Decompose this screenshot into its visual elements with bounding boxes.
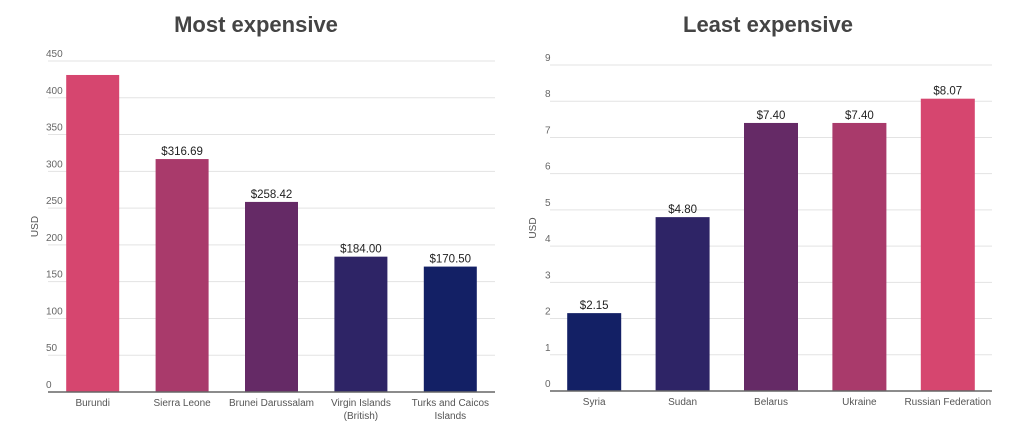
x-tick-label: Islands	[434, 411, 466, 422]
data-label: $258.42	[251, 189, 293, 201]
x-tick-label: Syria	[583, 397, 606, 408]
y-tick-label: 3	[545, 270, 551, 281]
bar	[334, 256, 388, 392]
x-tick-label: Brunei Darussalam	[229, 398, 314, 409]
x-tick-label: Turks and Caicos	[412, 398, 489, 409]
y-tick-label: 2	[545, 307, 551, 318]
data-label: $7.40	[757, 110, 786, 122]
y-tick-label: 50	[46, 343, 58, 354]
y-tick-label: 300	[46, 159, 63, 170]
bar	[155, 159, 209, 392]
bar	[567, 313, 622, 391]
data-label: $2.15	[580, 300, 609, 312]
data-label: $316.69	[161, 146, 203, 158]
y-tick-label: 1	[545, 343, 551, 354]
y-tick-label: 6	[545, 162, 551, 173]
bar	[655, 217, 710, 391]
x-tick-label: Ukraine	[842, 397, 877, 408]
x-tick-label: Burundi	[75, 398, 109, 409]
y-tick-label: 0	[545, 379, 551, 390]
bar	[832, 122, 887, 391]
y-tick-label: 100	[46, 306, 63, 317]
y-tick-label: 450	[46, 49, 63, 60]
bar	[744, 122, 798, 391]
bar	[920, 98, 975, 391]
chart-least-expensive-plot: 0 1 2 3 4 5 6 7 8 9 USD $2.15 Syria $4.80 Sudan $7.40 Be…	[528, 53, 992, 408]
bar	[66, 74, 120, 392]
x-tick-label: Virgin Islands	[331, 398, 391, 409]
x-tick-label: Russian Federation	[904, 397, 991, 408]
data-label: $184.00	[340, 244, 382, 256]
x-tick-label: Belarus	[754, 397, 788, 408]
y-tick-label: 150	[46, 270, 63, 281]
y-tick-label: 350	[46, 123, 63, 134]
bar	[245, 201, 298, 392]
y-tick-label: 9	[545, 53, 551, 64]
y-tick-label: 0	[46, 380, 52, 391]
data-label: $7.40	[845, 110, 874, 122]
chart-least-expensive: Least expensive 0 1 2 3 4 5 6 7 8 9 USD $2.15 Syria $…	[512, 0, 1024, 430]
chart-most-expensive-plot: 0 50 100 150 200 250 300 350 400 450 USD Burundi $31…	[30, 49, 495, 422]
y-tick-label: 8	[545, 89, 551, 100]
y-tick-label: 5	[545, 198, 551, 209]
y-tick-label: 4	[545, 234, 551, 245]
chart-title: Least expensive	[683, 12, 853, 37]
y-axis-label: USD	[528, 217, 539, 238]
x-tick-label: (British)	[344, 411, 378, 422]
y-tick-label: 250	[46, 196, 63, 207]
y-axis-label: USD	[30, 216, 41, 237]
data-label: $170.50	[430, 254, 472, 266]
x-tick-label: Sierra Leone	[153, 398, 211, 409]
data-label: $8.07	[933, 86, 962, 98]
y-tick-label: 400	[46, 86, 63, 97]
bar	[423, 266, 477, 392]
data-label: $4.80	[668, 204, 697, 216]
y-tick-label: 200	[46, 233, 63, 244]
chart-title: Most expensive	[174, 12, 338, 37]
y-tick-label: 7	[545, 125, 551, 136]
x-tick-label: Sudan	[668, 397, 697, 408]
chart-most-expensive: Most expensive 0 50 100 150 200 250 300 350 400 4…	[30, 12, 495, 422]
